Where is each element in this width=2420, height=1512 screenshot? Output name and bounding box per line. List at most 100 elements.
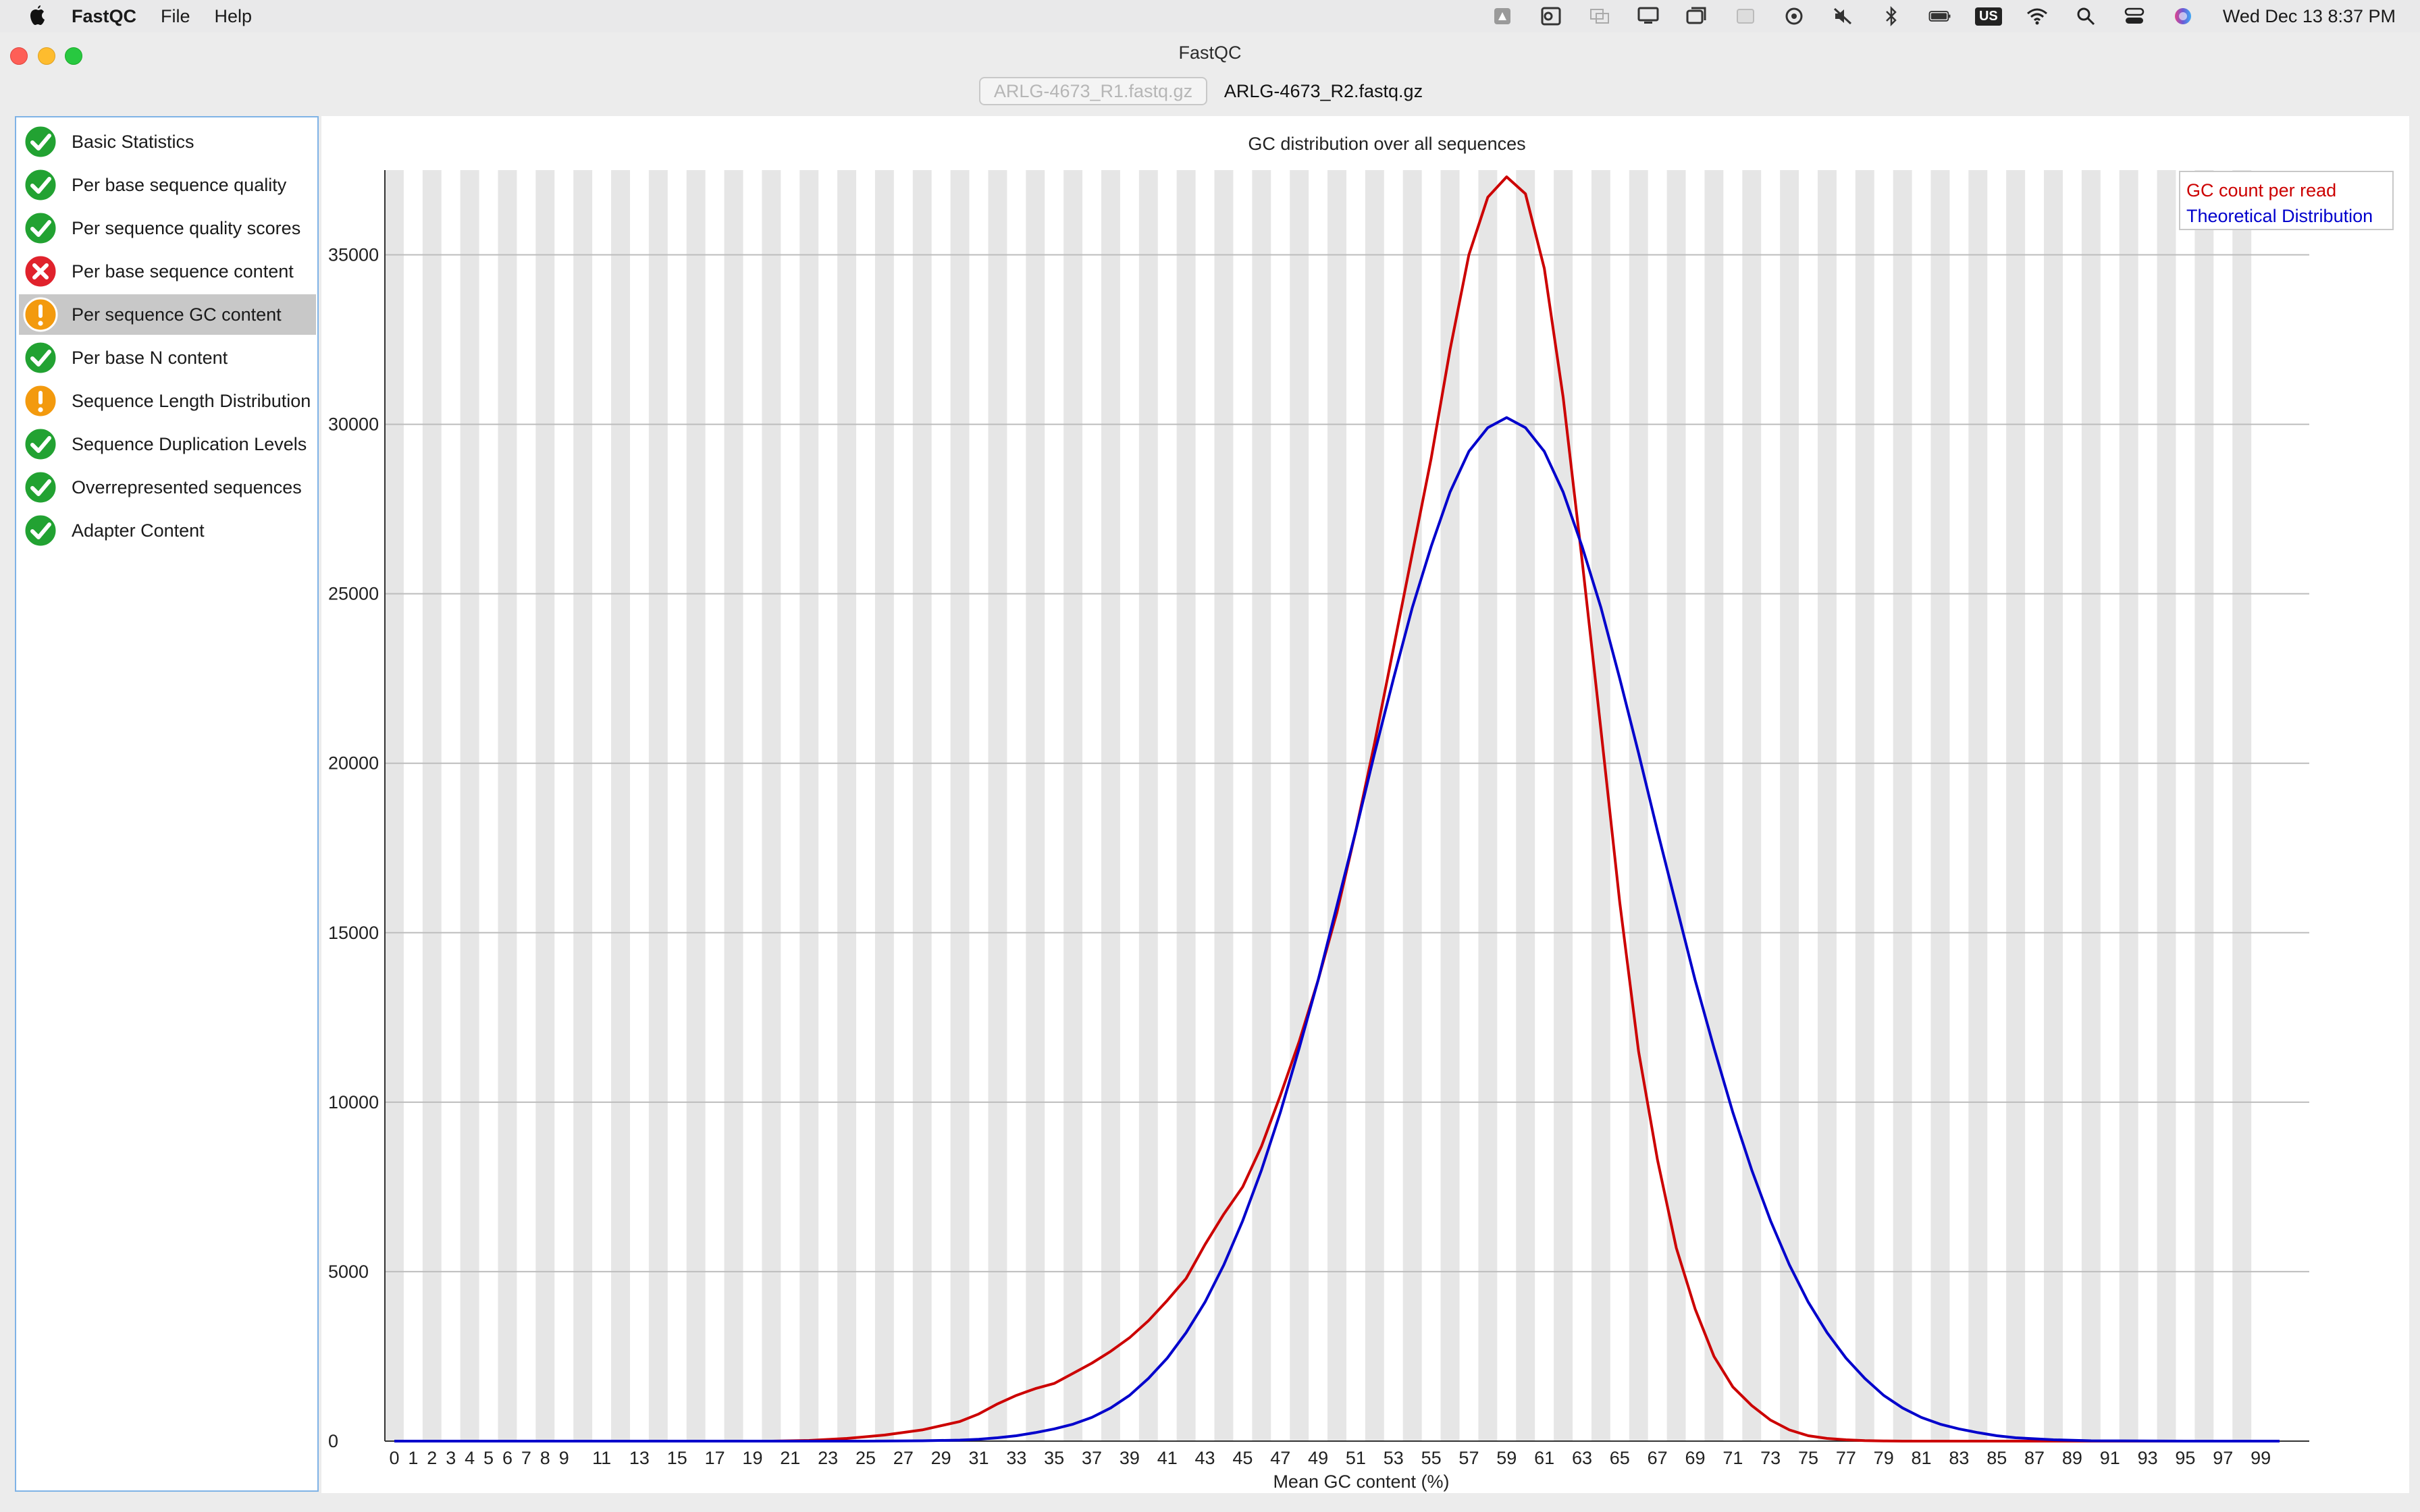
x-tick-label: 39	[1120, 1448, 1140, 1468]
module-label: Per base sequence content	[72, 261, 294, 281]
x-tick-label: 71	[1722, 1448, 1743, 1468]
control-center-icon[interactable]	[2123, 6, 2146, 26]
x-tick-label: 61	[1534, 1448, 1554, 1468]
column-band	[1704, 170, 1724, 1441]
app-menu[interactable]: FastQC	[72, 5, 137, 26]
column-band	[535, 170, 555, 1441]
x-tick-label: 77	[1836, 1448, 1856, 1468]
screen-share-icon[interactable]	[1588, 6, 1611, 26]
module-item[interactable]: Per sequence quality scores	[19, 208, 316, 248]
y-tick-label: 30000	[328, 414, 379, 435]
wifi-icon[interactable]	[2026, 6, 2049, 26]
module-label: Per sequence GC content	[72, 304, 282, 325]
column-band	[611, 170, 630, 1441]
column-band	[1290, 170, 1309, 1441]
y-tick-label: 35000	[328, 245, 379, 265]
x-tick-label: 45	[1232, 1448, 1253, 1468]
y-tick-label: 20000	[328, 753, 379, 774]
drive-icon[interactable]	[1491, 6, 1514, 26]
column-band	[1138, 170, 1158, 1441]
tab-r1-file[interactable]: ARLG-4673_R1.fastq.gz	[979, 77, 1207, 105]
column-band	[1214, 170, 1234, 1441]
module-label: Basic Statistics	[72, 131, 194, 152]
x-tick-label: 6	[502, 1448, 512, 1468]
x-tick-label: 41	[1157, 1448, 1178, 1468]
pass-check-icon	[23, 340, 58, 375]
column-band	[1780, 170, 1799, 1441]
x-tick-label: 23	[818, 1448, 838, 1468]
module-item[interactable]: Overrepresented sequences	[19, 467, 316, 508]
x-tick-label: 89	[2062, 1448, 2082, 1468]
window-title: FastQC	[1178, 42, 1242, 63]
x-tick-label: 4	[465, 1448, 475, 1468]
column-band	[2157, 170, 2176, 1441]
column-band	[2081, 170, 2101, 1441]
x-tick-label: 35	[1044, 1448, 1064, 1468]
help-menu[interactable]: Help	[214, 5, 253, 26]
x-axis-label: Mean GC content (%)	[1273, 1472, 1449, 1492]
x-tick-label: 33	[1006, 1448, 1026, 1468]
module-item[interactable]: Per base N content	[19, 338, 316, 378]
column-band	[950, 170, 970, 1441]
column-band	[837, 170, 857, 1441]
apple-icon[interactable]	[27, 5, 47, 28]
window-icon[interactable]	[1685, 6, 1708, 26]
column-band	[498, 170, 517, 1441]
menu-bar: FastQC File Help US Wed Dec 13 8:37 PM	[0, 0, 2420, 33]
file-tab-bar: ARLG-4673_R1.fastq.gz ARLG-4673_R2.fastq…	[0, 73, 2420, 111]
x-tick-label: 87	[2024, 1448, 2045, 1468]
close-window-button[interactable]	[10, 47, 28, 65]
column-band	[1742, 170, 1762, 1441]
battery-icon[interactable]	[1928, 6, 1951, 26]
column-band	[1516, 170, 1535, 1441]
module-item[interactable]: Adapter Content	[19, 510, 316, 551]
column-band	[762, 170, 781, 1441]
x-tick-label: 37	[1082, 1448, 1102, 1468]
module-item[interactable]: Per sequence GC content	[19, 294, 316, 335]
x-tick-label: 9	[559, 1448, 569, 1468]
file-menu[interactable]: File	[161, 5, 190, 26]
x-tick-label: 7	[521, 1448, 531, 1468]
module-label: Per sequence quality scores	[72, 217, 301, 238]
input-source-icon[interactable]: US	[1974, 6, 2002, 26]
column-band	[1440, 170, 1460, 1441]
column-band	[1855, 170, 1874, 1441]
module-label: Sequence Duplication Levels	[72, 433, 307, 454]
column-band	[1026, 170, 1045, 1441]
x-tick-label: 5	[483, 1448, 494, 1468]
siri-icon[interactable]	[2172, 6, 2194, 26]
pass-check-icon	[23, 211, 58, 246]
x-tick-label: 65	[1610, 1448, 1630, 1468]
module-label: Sequence Length Distribution	[72, 390, 311, 411]
x-tick-label: 29	[931, 1448, 951, 1468]
bluetooth-icon[interactable]	[1880, 6, 1903, 26]
tab-r2-file[interactable]: ARLG-4673_R2.fastq.gz	[1224, 80, 1423, 101]
mute-icon[interactable]	[1831, 6, 1854, 26]
column-band	[988, 170, 1007, 1441]
module-item[interactable]: Basic Statistics	[19, 122, 316, 162]
module-item[interactable]: Sequence Duplication Levels	[19, 424, 316, 464]
minimize-window-button[interactable]	[38, 47, 55, 65]
pass-check-icon	[23, 167, 58, 202]
x-tick-label: 8	[540, 1448, 550, 1468]
module-item[interactable]: Per base sequence content	[19, 251, 316, 292]
y-tick-label: 0	[328, 1431, 338, 1451]
x-tick-label: 67	[1648, 1448, 1668, 1468]
x-tick-label: 75	[1798, 1448, 1818, 1468]
column-band	[1968, 170, 1988, 1441]
column-band	[2044, 170, 2063, 1441]
column-band	[1666, 170, 1686, 1441]
menu-bar-clock[interactable]: Wed Dec 13 8:37 PM	[2222, 5, 2396, 26]
column-band	[1365, 170, 1384, 1441]
zoom-window-button[interactable]	[65, 47, 82, 65]
spotlight-icon[interactable]	[2074, 6, 2097, 26]
module-item[interactable]: Per base sequence quality	[19, 165, 316, 205]
keyboard-brightness-icon[interactable]	[1734, 6, 1757, 26]
x-tick-label: 97	[2213, 1448, 2233, 1468]
outlook-icon[interactable]	[1540, 6, 1562, 26]
display-icon[interactable]	[1637, 6, 1660, 26]
module-item[interactable]: Sequence Length Distribution	[19, 381, 316, 421]
column-band	[1176, 170, 1196, 1441]
column-band	[1629, 170, 1648, 1441]
vpn-icon[interactable]	[1783, 6, 1806, 26]
